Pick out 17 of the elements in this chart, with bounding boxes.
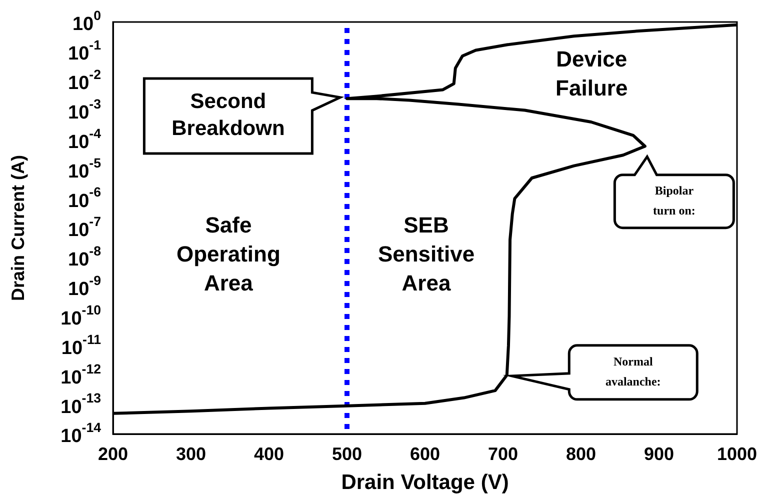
x-tick-label: 600	[410, 444, 440, 464]
annotation: Safe Operating Area	[176, 212, 280, 296]
x-tick-label: 700	[488, 444, 518, 464]
x-tick-label: 900	[644, 444, 674, 464]
x-tick-label: 300	[176, 444, 206, 464]
annotation: Device Failure	[556, 46, 628, 101]
x-axis-title: Drain Voltage (V)	[341, 471, 509, 494]
x-tick-label: 800	[566, 444, 596, 464]
annotation: SEB Sensitive Area	[378, 212, 475, 296]
annotation: Normal avalanche:	[605, 354, 661, 389]
x-tick-label: 1000	[716, 444, 758, 464]
annotation: Second Breakdown	[172, 90, 285, 140]
annotation: Bipolar turn on:	[653, 183, 696, 218]
y-axis-title: Drain Current (A)	[8, 154, 28, 302]
x-tick-label: 500	[332, 444, 362, 464]
x-tick-label: 400	[254, 444, 284, 464]
x-tick-label: 200	[98, 444, 128, 464]
